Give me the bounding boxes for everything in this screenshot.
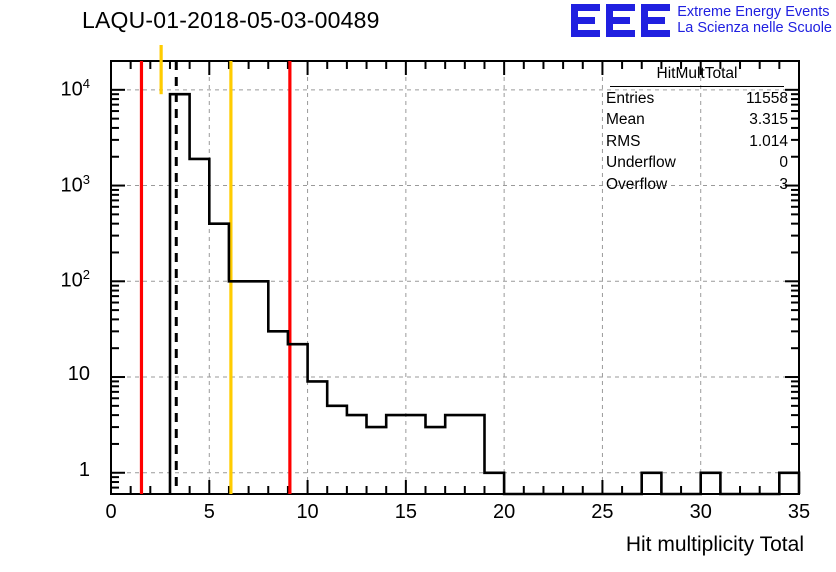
stats-rows: Entries 11558 Mean 3.315 RMS 1.014 Underflow 0 O… bbox=[602, 88, 792, 196]
y-tick-label: 1 bbox=[78, 458, 90, 481]
stats-key: Overflow bbox=[606, 175, 668, 193]
x-tick-label: 30 bbox=[689, 501, 712, 523]
stats-title: HitMultTotal bbox=[610, 63, 784, 87]
stats-value: 3 bbox=[779, 175, 788, 193]
x-axis-title: Hit multiplicity Total bbox=[625, 533, 804, 556]
stats-row: Overflow 3 bbox=[602, 174, 792, 196]
stats-row: RMS 1.014 bbox=[602, 131, 792, 153]
x-tick-label: 20 bbox=[493, 501, 516, 523]
stats-key: Underflow bbox=[606, 154, 676, 171]
y-tick-label: 10 bbox=[67, 363, 90, 386]
stats-key: Entries bbox=[606, 89, 655, 107]
eee-logo-line1: Extreme Energy Events bbox=[677, 4, 830, 20]
page-title: LAQU-01-2018-05-03-00489 bbox=[82, 7, 380, 33]
eee-logo-text: Extreme Energy Events La Scienza nelle S… bbox=[677, 2, 832, 36]
x-tick-label: 0 bbox=[105, 501, 117, 523]
stats-value: 0 bbox=[779, 154, 788, 171]
stats-row: Mean 3.315 bbox=[602, 109, 792, 131]
eee-logo-line2: La Scienza nelle Scuole bbox=[677, 20, 832, 36]
x-tick-label: 15 bbox=[394, 501, 417, 523]
x-tick-label: 10 bbox=[296, 501, 319, 523]
stats-key: RMS bbox=[606, 132, 641, 150]
eee-logo: Extreme Energy Events La Scienza nelle S… bbox=[571, 2, 832, 38]
stats-value: 11558 bbox=[746, 89, 788, 107]
y-tick-label: 103 bbox=[60, 171, 90, 197]
stats-value: 1.014 bbox=[749, 132, 788, 150]
stats-row: Underflow 0 bbox=[602, 152, 792, 174]
x-tick-label: 35 bbox=[787, 501, 811, 523]
x-tick-label: 5 bbox=[203, 501, 215, 523]
stats-row: Entries 11558 bbox=[602, 88, 792, 110]
y-tick-label: 104 bbox=[60, 75, 90, 101]
stats-box: HitMultTotal Entries 11558 Mean 3.315 RMS 1.0… bbox=[602, 63, 792, 195]
y-tick-label: 102 bbox=[60, 267, 90, 292]
eee-logo-mark bbox=[571, 2, 671, 38]
x-tick-label: 25 bbox=[591, 501, 614, 523]
stats-key: Mean bbox=[606, 111, 645, 128]
stats-value: 3.315 bbox=[749, 111, 788, 128]
